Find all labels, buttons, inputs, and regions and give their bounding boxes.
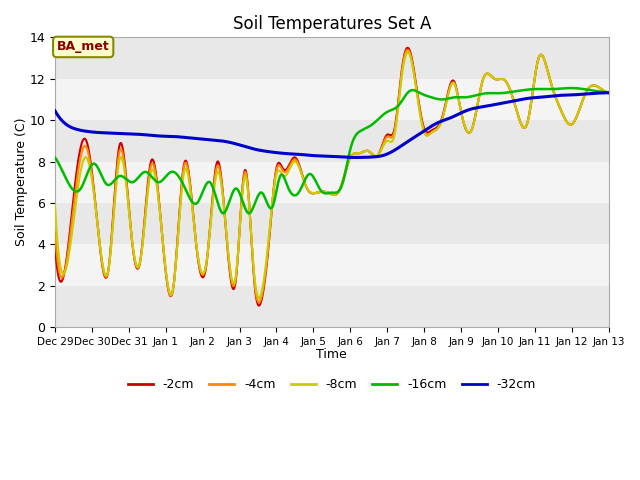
Bar bbox=[55, 244, 609, 286]
Legend: -2cm, -4cm, -8cm, -16cm, -32cm: -2cm, -4cm, -8cm, -16cm, -32cm bbox=[123, 373, 541, 396]
Bar bbox=[55, 79, 609, 120]
Bar bbox=[55, 203, 609, 244]
X-axis label: Time: Time bbox=[317, 348, 348, 361]
Title: Soil Temperatures Set A: Soil Temperatures Set A bbox=[233, 15, 431, 33]
Bar bbox=[55, 120, 609, 162]
Bar bbox=[55, 162, 609, 203]
Bar bbox=[55, 37, 609, 79]
Bar bbox=[55, 286, 609, 327]
Y-axis label: Soil Temperature (C): Soil Temperature (C) bbox=[15, 118, 28, 247]
Text: BA_met: BA_met bbox=[57, 40, 109, 53]
